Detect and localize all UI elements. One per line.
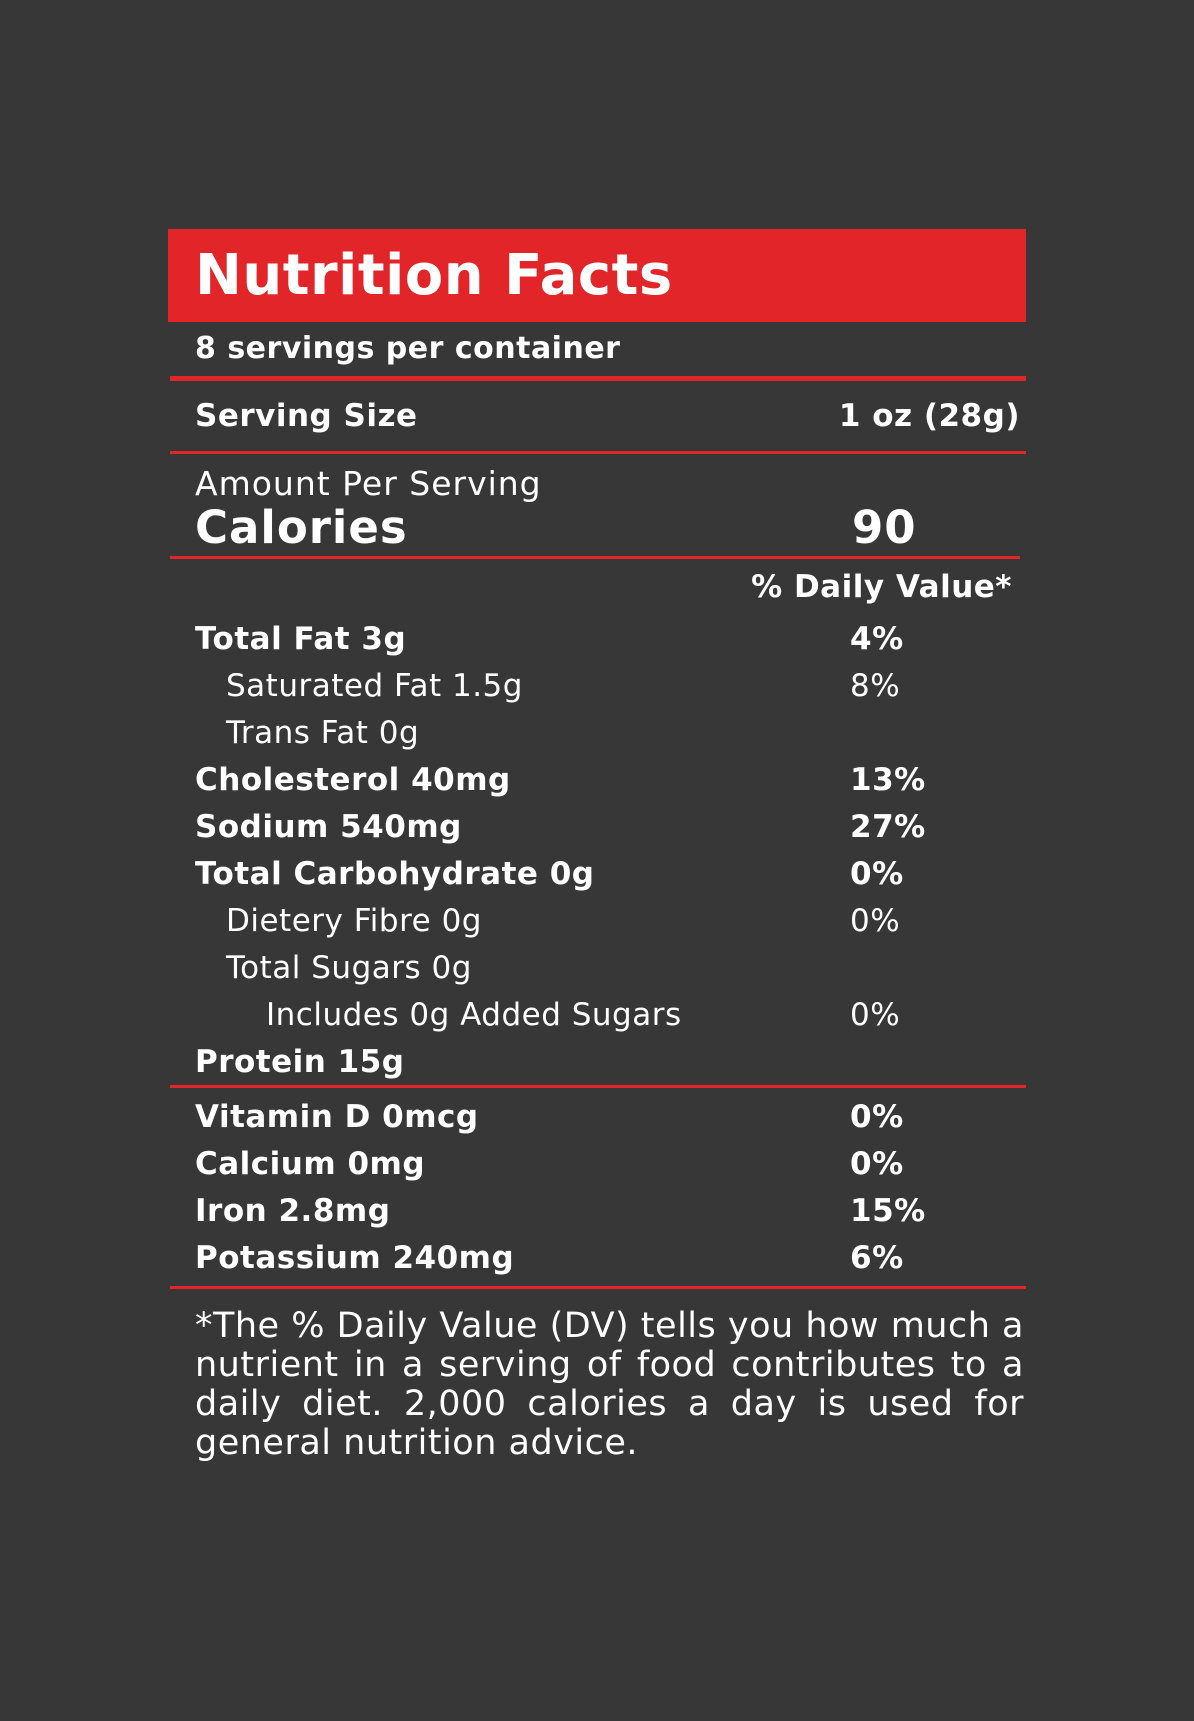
calories-value: 90 [852,500,917,554]
nutrient-percent: 0% [850,996,901,1033]
vitamin-name: Iron 2.8mg [195,1192,391,1229]
label-title: Nutrition Facts [195,243,673,308]
nutrient-percent: 0% [850,902,901,939]
daily-value-header: % Daily Value* [751,569,1012,605]
nutrient-name: Saturated Fat 1.5g [226,667,523,704]
nutrient-name: Total Fat 3g [195,620,407,657]
nutrient-row-total-fat: Total Fat 3g 4% [168,615,1026,662]
nutrient-row-dietary-fibre: Dietery Fibre 0g 0% [168,897,1026,944]
vitamin-name: Vitamin D 0mcg [195,1098,479,1135]
calories-label: Calories [195,500,408,554]
nutrient-name: Includes 0g Added Sugars [266,996,682,1033]
nutrient-row-total-carbohydrate: Total Carbohydrate 0g 0% [168,850,1026,897]
divider-rule [170,451,1026,454]
divider-rule [170,1085,1026,1088]
vitamin-percent: 6% [850,1239,904,1276]
serving-size-row: Serving Size 1 oz (28g) [168,381,1026,451]
divider-rule [170,376,1026,381]
nutrient-name: Total Sugars 0g [226,949,472,986]
vitamin-name: Calcium 0mg [195,1145,426,1182]
nutrient-row-sodium: Sodium 540mg 27% [168,803,1026,850]
nutrient-row-total-sugars: Total Sugars 0g [168,944,1026,991]
vitamin-row-vitamin-d: Vitamin D 0mcg 0% [168,1093,1026,1140]
divider-rule [170,556,1020,559]
nutrient-percent: 27% [850,808,926,845]
nutrient-row-added-sugars: Includes 0g Added Sugars 0% [168,991,1026,1038]
vitamin-row-iron: Iron 2.8mg 15% [168,1187,1026,1234]
nutrient-row-protein: Protein 15g [168,1038,1026,1085]
nutrient-name: Cholesterol 40mg [195,761,511,798]
servings-per-container: 8 servings per container [195,331,621,366]
amount-per-serving-label: Amount Per Serving [195,464,542,503]
vitamin-percent: 0% [850,1098,904,1135]
daily-value-footnote: *The % Daily Value (DV) tells you how mu… [195,1306,1024,1463]
nutrient-name: Protein 15g [195,1043,405,1080]
vitamin-name: Potassium 240mg [195,1239,515,1276]
title-bar: Nutrition Facts [168,229,1026,322]
nutrient-percent: 0% [850,855,904,892]
nutrient-name: Dietery Fibre 0g [226,902,482,939]
nutrient-percent: 8% [850,667,901,704]
nutrition-facts-label: Nutrition Facts 8 servings per container… [168,229,1026,1463]
calories-row: Calories 90 [168,498,1026,556]
vitamin-percent: 15% [850,1192,926,1229]
serving-size-value: 1 oz (28g) [838,398,1020,434]
nutrient-name: Sodium 540mg [195,808,462,845]
vitamins-section: Vitamin D 0mcg 0% Calcium 0mg 0% Iron 2.… [168,1088,1026,1286]
divider-rule [170,1286,1026,1289]
vitamin-percent: 0% [850,1145,904,1182]
vitamin-row-calcium: Calcium 0mg 0% [168,1140,1026,1187]
nutrient-name: Trans Fat 0g [226,714,420,751]
nutrient-row-trans-fat: Trans Fat 0g [168,709,1026,756]
serving-size-label: Serving Size [195,398,418,434]
nutrient-row-saturated-fat: Saturated Fat 1.5g 8% [168,662,1026,709]
nutrient-percent: 4% [850,620,904,657]
vitamin-row-potassium: Potassium 240mg 6% [168,1234,1026,1281]
nutrient-percent: 13% [850,761,926,798]
nutrient-name: Total Carbohydrate 0g [195,855,595,892]
nutrient-row-cholesterol: Cholesterol 40mg 13% [168,756,1026,803]
